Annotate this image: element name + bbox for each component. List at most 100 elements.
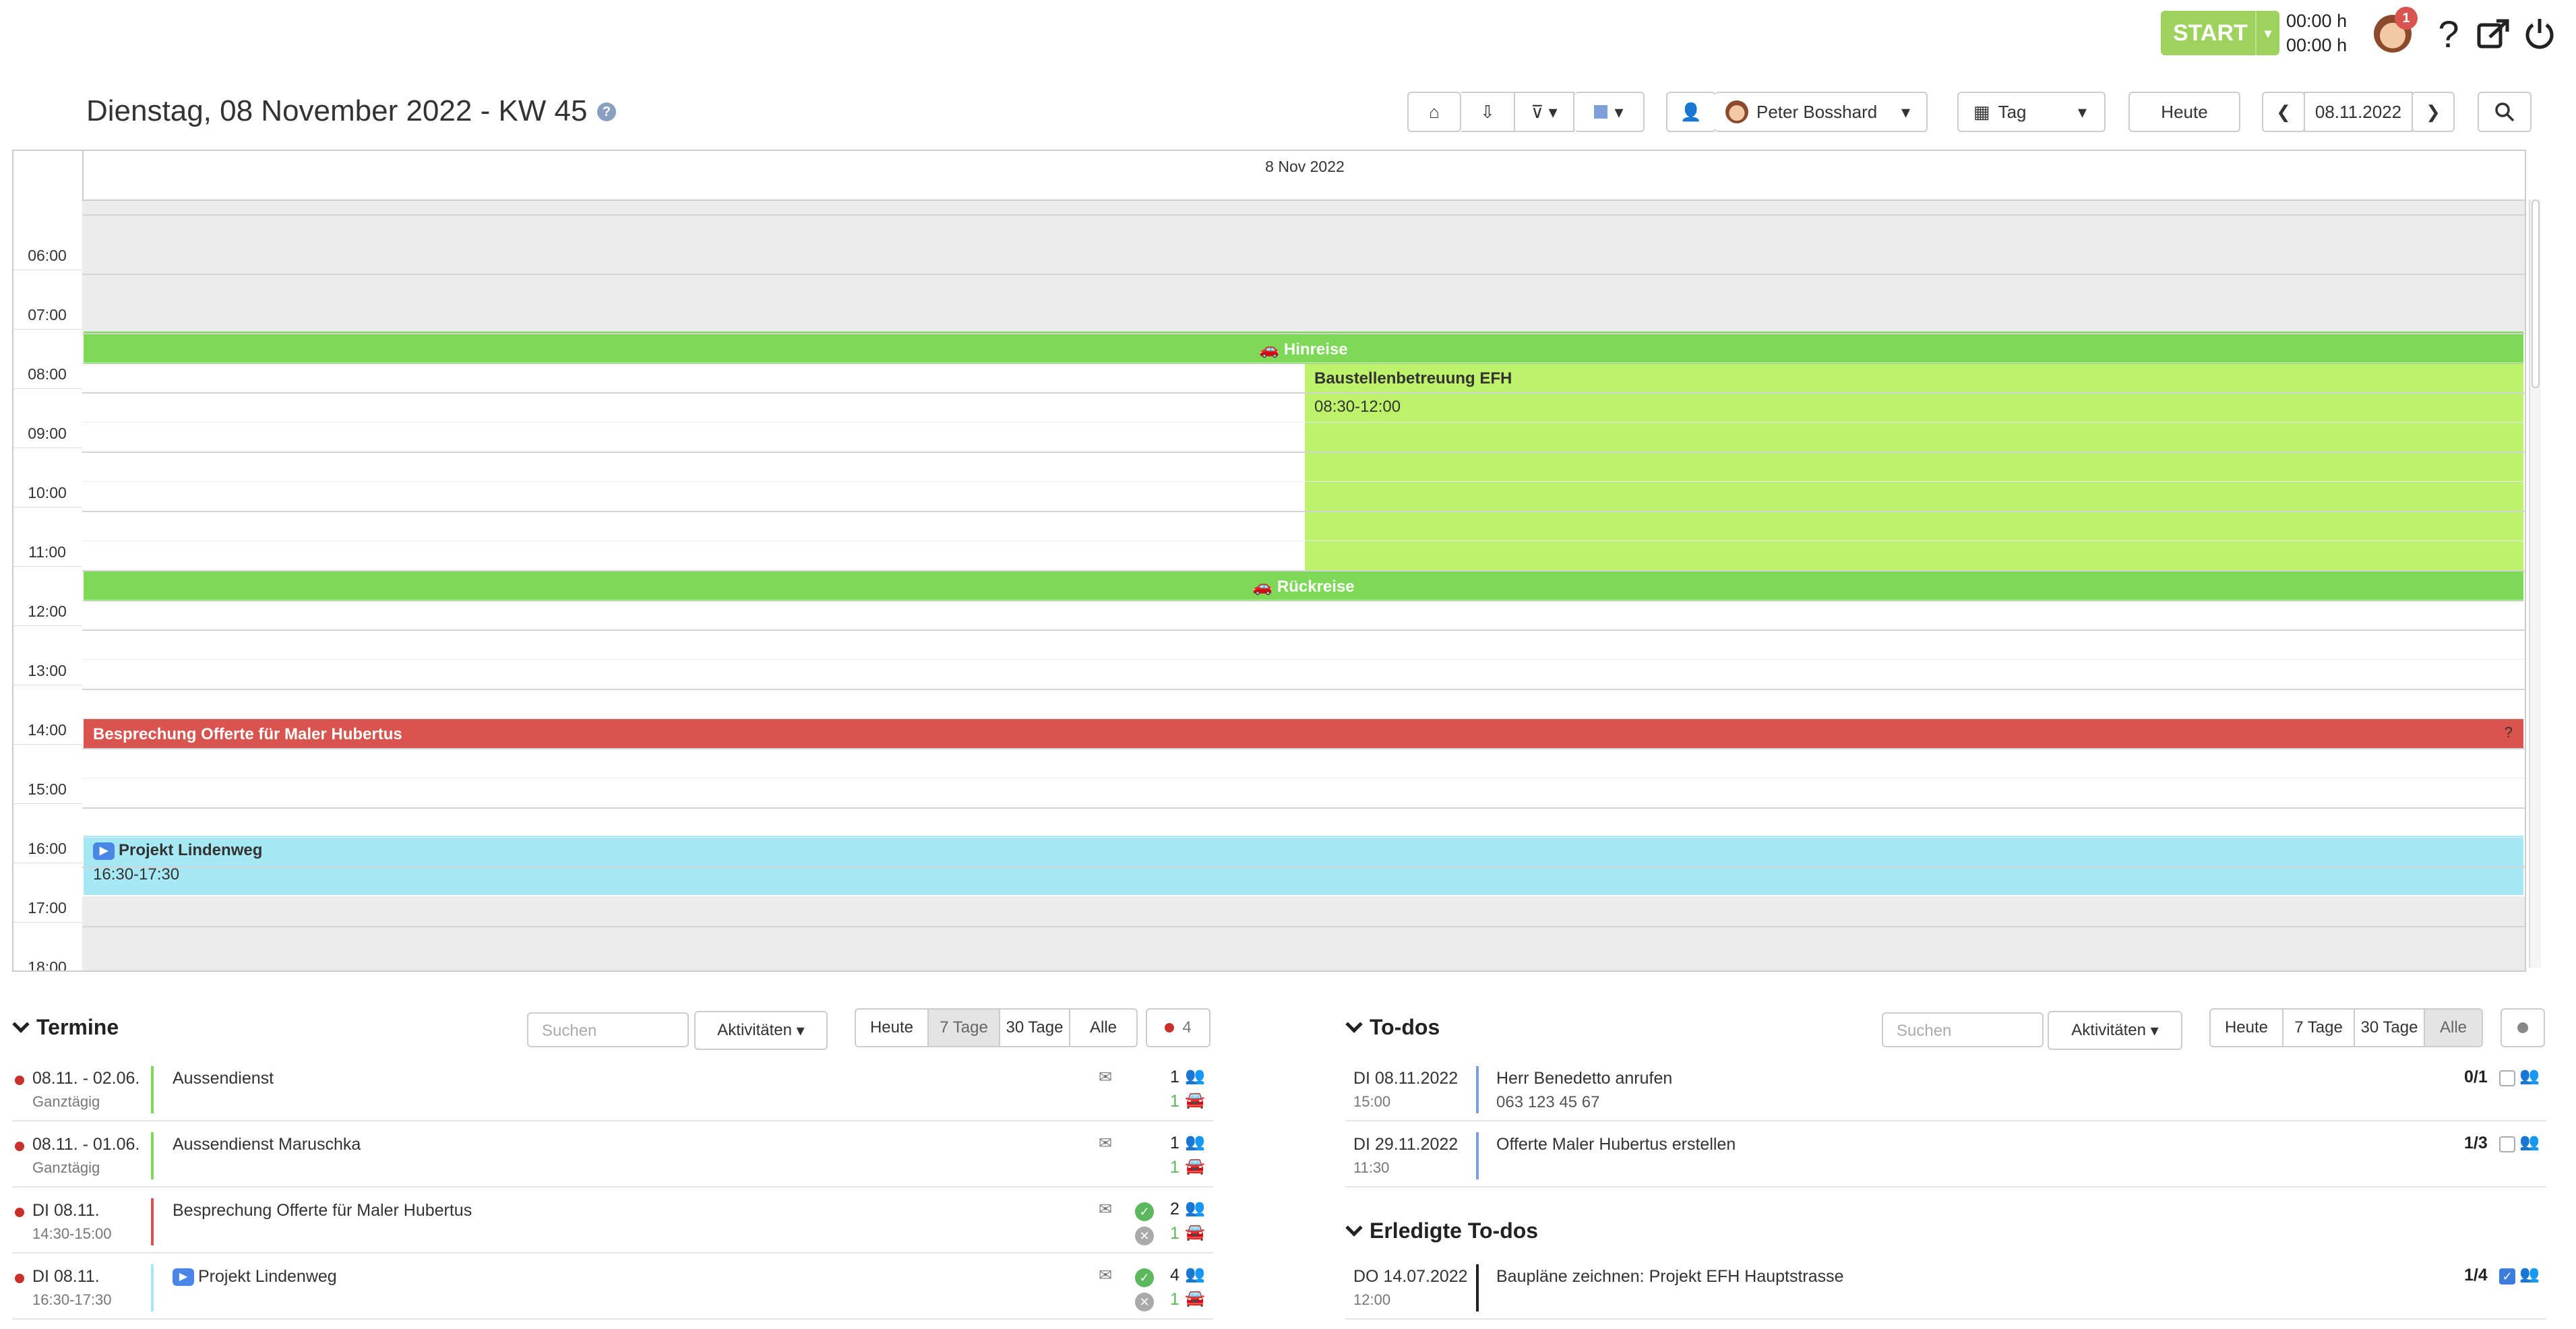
todos-header[interactable]: To-dos bbox=[1345, 1015, 1440, 1040]
chevron-down-icon: ▾ bbox=[2150, 1021, 2159, 1040]
hour-line bbox=[82, 748, 2525, 749]
car-icon: 🚘 bbox=[1185, 1157, 1205, 1175]
calendar-scrollbar[interactable] bbox=[2529, 199, 2541, 968]
page-title: Dienstag, 08 November 2022 - KW 45 bbox=[86, 94, 588, 127]
event-hinreise[interactable]: 🚗 Hinreise bbox=[84, 332, 2523, 364]
event-rueckreise[interactable]: 🚗 Rückreise bbox=[84, 570, 2523, 601]
termine-filter-7-tage[interactable]: 7 Tage bbox=[929, 1008, 1000, 1047]
event-baustellenbetreuung[interactable]: Baustellenbetreuung EFH 08:30-12:00 bbox=[1305, 364, 2523, 574]
termine-header[interactable]: Termine bbox=[12, 1015, 119, 1040]
event-besprechung[interactable]: Besprechung Offerte für Maler Hubertus ? bbox=[84, 718, 2523, 748]
row-title[interactable]: Aussendienst Maruschka bbox=[173, 1135, 361, 1154]
vehicles-count: 1 bbox=[1170, 1224, 1179, 1243]
mail-icon[interactable]: ✉ bbox=[1099, 1200, 1113, 1218]
view-select[interactable]: ▦ Tag ▾ bbox=[1957, 92, 2106, 132]
termine-filter-heute[interactable]: Heute bbox=[855, 1008, 929, 1047]
day-calendar: 8 Nov 2022 🚗 Hinreise Baustellenbetreuun… bbox=[12, 150, 2526, 972]
help-icon[interactable]: ? bbox=[2438, 12, 2459, 55]
participants-count: 4 bbox=[1170, 1266, 1179, 1285]
vehicles-count: 1 bbox=[1170, 1290, 1179, 1309]
participants-count: 2 bbox=[1170, 1200, 1179, 1218]
user-select[interactable]: Peter Bosshard ▾ bbox=[1715, 92, 1928, 132]
hour-label: 16:00 bbox=[28, 840, 67, 857]
todo-checkbox[interactable] bbox=[2499, 1070, 2515, 1086]
event-projekt-time: 16:30-17:30 bbox=[93, 865, 180, 884]
next-day-button[interactable]: ❯ bbox=[2412, 92, 2455, 132]
row-color-bar bbox=[1476, 1132, 1479, 1179]
hour-label: 06:00 bbox=[28, 247, 67, 264]
termine-filter-30-tage[interactable]: 30 Tage bbox=[1000, 1008, 1070, 1047]
table-row[interactable]: DI 08.11. 16:30-17:30 ▶ Projekt Lindenweg ✉ ✓… bbox=[12, 1255, 1213, 1320]
declined-icon: ✕ bbox=[1135, 1227, 1154, 1245]
notification-badge[interactable]: 1 bbox=[2395, 7, 2418, 30]
filter-icon[interactable]: ⊽ ▾ bbox=[1515, 92, 1574, 132]
termine-activities-select[interactable]: Aktivitäten ▾ bbox=[694, 1011, 828, 1050]
table-row[interactable]: DI 08.11. 14:30-15:00 Besprechung Offerte … bbox=[12, 1189, 1213, 1254]
todo-progress: 1/3 bbox=[2464, 1134, 2488, 1152]
row-title[interactable]: Aussendienst bbox=[173, 1069, 274, 1088]
hour-line bbox=[82, 333, 2525, 334]
todos-filter-30-tage[interactable]: 30 Tage bbox=[2355, 1008, 2425, 1047]
termine-count: 4 bbox=[1182, 1018, 1192, 1037]
status-dot bbox=[15, 1208, 24, 1217]
home-icon[interactable]: ⌂ bbox=[1407, 92, 1461, 132]
row-title-text: Projekt Lindenweg bbox=[198, 1267, 337, 1286]
today-button[interactable]: Heute bbox=[2128, 92, 2240, 132]
power-logout-icon[interactable] bbox=[2519, 12, 2560, 55]
chevron-down-icon bbox=[12, 1016, 30, 1033]
todos-title: To-dos bbox=[1370, 1015, 1440, 1039]
todos-filter-7-tage[interactable]: 7 Tage bbox=[2283, 1008, 2355, 1047]
hour-line bbox=[82, 452, 2525, 453]
off-hours-morning bbox=[82, 201, 2525, 332]
title-help-icon[interactable]: ? bbox=[597, 102, 616, 121]
mail-icon[interactable]: ✉ bbox=[1099, 1266, 1113, 1285]
mail-icon[interactable]: ✉ bbox=[1099, 1134, 1113, 1152]
row-title[interactable]: Baupläne zeichnen: Projekt EFH Hauptstra… bbox=[1496, 1267, 1844, 1286]
event-projekt-lindenweg[interactable]: ▶ Projekt Lindenweg 16:30-17:30 bbox=[84, 836, 2523, 895]
todos-filter-alle[interactable]: Alle bbox=[2425, 1008, 2483, 1047]
todo-checkbox[interactable] bbox=[2499, 1136, 2515, 1152]
hour-line bbox=[82, 570, 2525, 571]
hour-line bbox=[82, 629, 2525, 631]
table-row[interactable]: DI 08.11.2022 15:00 Herr Benedetto anrufen… bbox=[1345, 1057, 2546, 1121]
download-icon[interactable]: ⇩ bbox=[1461, 92, 1515, 132]
done-todos-header[interactable]: Erledigte To-dos bbox=[1345, 1218, 1538, 1243]
date-field[interactable]: 08.11.2022 bbox=[2304, 92, 2413, 132]
car-icon: 🚗 bbox=[1259, 340, 1280, 359]
hour-label: 08:00 bbox=[28, 365, 67, 383]
termine-count-button[interactable]: 4 bbox=[1146, 1008, 1210, 1047]
row-title-text: Aussendienst bbox=[173, 1069, 274, 1088]
row-title[interactable]: Herr Benedetto anrufen bbox=[1496, 1069, 1673, 1088]
calendar-scrollbar-thumb[interactable] bbox=[2532, 199, 2540, 388]
termine-search-input[interactable]: Suchen bbox=[527, 1012, 689, 1047]
row-title[interactable]: Offerte Maler Hubertus erstellen bbox=[1496, 1135, 1736, 1154]
table-row[interactable]: DO 14.07.2022 12:00 Baupläne zeichnen: Pro… bbox=[1345, 1255, 2546, 1320]
row-title[interactable]: Besprechung Offerte für Maler Hubertus bbox=[173, 1201, 472, 1220]
color-picker-button[interactable]: ▾ bbox=[1574, 92, 1645, 132]
chevron-down-icon bbox=[1345, 1016, 1363, 1033]
row-color-bar bbox=[1476, 1264, 1479, 1311]
table-row[interactable]: 08.11. - 01.06. Ganztägig Aussendienst Mar… bbox=[12, 1123, 1213, 1187]
mail-icon[interactable]: ✉ bbox=[1099, 1068, 1113, 1086]
row-date: DI 08.11.2022 bbox=[1353, 1069, 1459, 1088]
todos-filter-heute[interactable]: Heute bbox=[2209, 1008, 2283, 1047]
table-row[interactable]: 08.11. - 02.06. Ganztägig Aussendienst ✉ 1 👥 1… bbox=[12, 1057, 1213, 1121]
label-divider bbox=[13, 329, 82, 330]
share-export-icon[interactable] bbox=[2472, 12, 2514, 55]
todos-search-input[interactable]: Suchen bbox=[1882, 1012, 2044, 1047]
todos-status-button[interactable] bbox=[2501, 1008, 2545, 1047]
row-title[interactable]: ▶ Projekt Lindenweg bbox=[173, 1267, 337, 1287]
search-button[interactable] bbox=[2478, 92, 2532, 132]
color-square-icon bbox=[1594, 105, 1608, 119]
chevron-down-icon: ▾ bbox=[796, 1021, 805, 1040]
table-row[interactable]: DI 29.11.2022 11:30 Offerte Maler Hubertus… bbox=[1345, 1123, 2546, 1187]
row-time: 12:00 bbox=[1353, 1291, 1391, 1308]
person-icon[interactable]: 👤 bbox=[1666, 92, 1716, 132]
termine-filter-alle[interactable]: Alle bbox=[1070, 1008, 1138, 1047]
start-dropdown-caret-icon[interactable]: ▾ bbox=[2255, 11, 2279, 55]
prev-day-button[interactable]: ❮ bbox=[2262, 92, 2305, 132]
start-button[interactable]: START ▾ bbox=[2161, 11, 2279, 55]
todo-checkbox[interactable]: ✓ bbox=[2499, 1268, 2515, 1285]
hour-line bbox=[82, 807, 2525, 809]
todos-activities-select[interactable]: Aktivitäten ▾ bbox=[2048, 1011, 2182, 1050]
